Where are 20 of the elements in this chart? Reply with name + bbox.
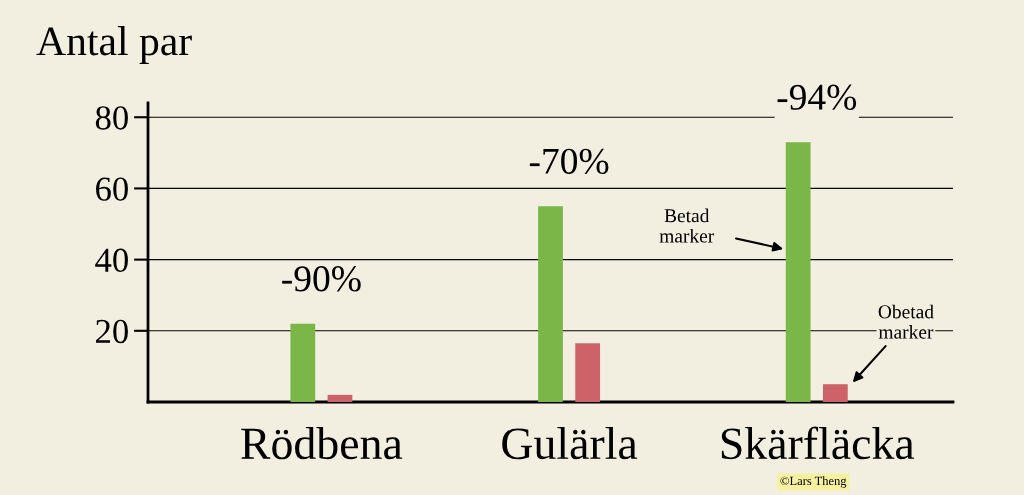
y-tick-label: 80 xyxy=(95,106,128,130)
y-tick-label: 60 xyxy=(96,177,128,201)
bar xyxy=(538,206,563,402)
text: Obetad marker xyxy=(878,304,934,339)
annotation: -94% xyxy=(777,84,857,110)
bar xyxy=(822,384,848,402)
x-tick-label: Gulärla xyxy=(502,427,638,460)
bar xyxy=(575,343,601,402)
bar xyxy=(785,142,811,402)
bar xyxy=(290,323,316,402)
text: ©Lars Theng xyxy=(780,476,847,488)
y-tick-label: 20 xyxy=(96,319,128,344)
chart-title: Antal par xyxy=(36,26,192,64)
y-tick-label: 40 xyxy=(95,248,128,273)
x-tick-label: Rödbena xyxy=(241,427,403,460)
bar xyxy=(327,394,353,402)
text: Betad marker xyxy=(659,208,715,243)
x-tick-label: Skärfläcka xyxy=(721,426,915,460)
annotation: -70% xyxy=(529,148,609,175)
annotation: -90% xyxy=(282,266,361,292)
